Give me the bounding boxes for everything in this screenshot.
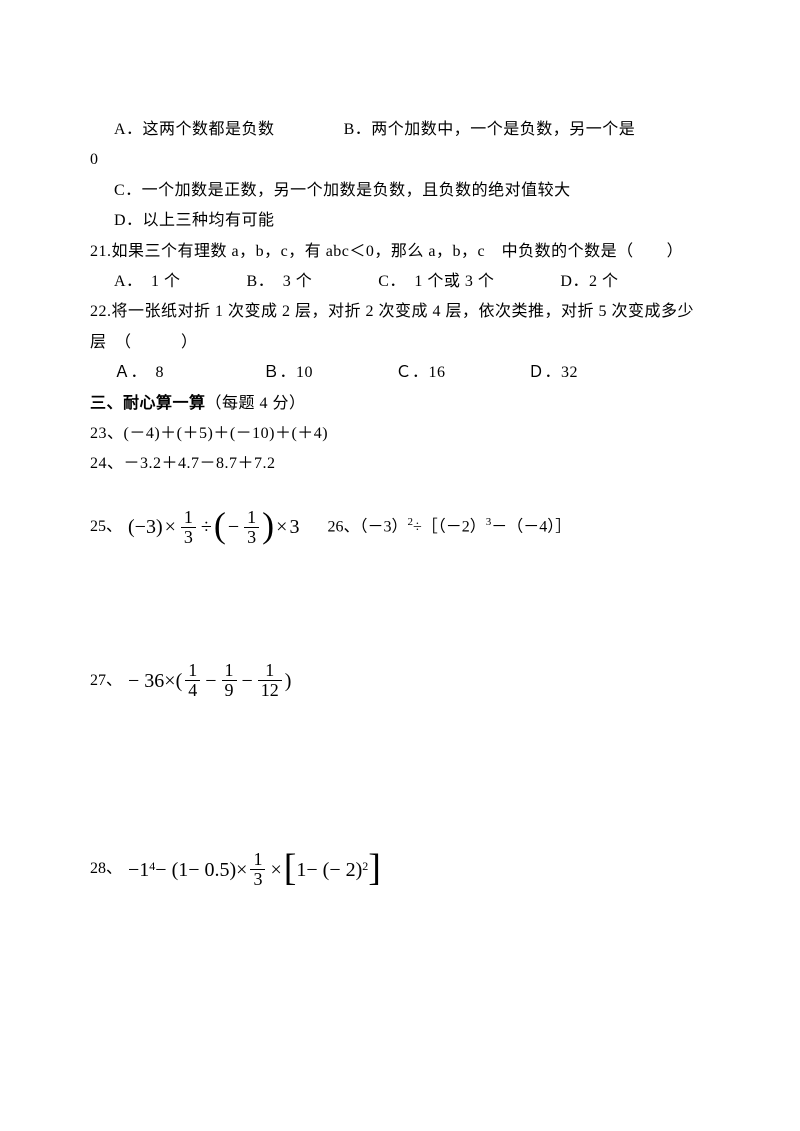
q22-text: 22.将一张纸对折 1 次变成 2 层，对折 2 次变成 4 层，依次类推，对折… [90,297,710,358]
section3-header: 三、耐心算一算（每题 4 分） [90,389,710,419]
q21-text: 21.如果三个有理数 a，b，c，有 abc＜0，那么 a，b，c 中负数的个数… [90,237,710,267]
option-b-zero: 0 [90,145,710,175]
q27-row: 27、 − 36×( 1 4 − 1 9 − 1 12 ) [90,661,710,700]
q26-a: （－3） [359,518,407,535]
q28-expr: −14 − (1− 0.5)× 1 3 × [ 1− (− 2)2 ] [128,850,381,889]
q26-mid: ÷［（－2） [413,518,486,535]
q27-num: 27、 [90,666,122,696]
option-b-text: B．两个加数中，一个是负数，另一个是 [344,121,636,138]
q27-frac1: 1 4 [185,661,200,700]
q26-num: 26、 [327,518,359,535]
q24: 24、－3.2＋4.7－8.7＋7.2 [90,449,710,479]
option-a-text: A．这两个数都是负数 [114,121,275,138]
q25-three: 3 [289,508,299,546]
q28-br-in: 1− (− 2) [296,851,362,889]
section3-note: （每题 4 分） [206,395,306,412]
q22-options: Ａ． 8 Ｂ．10 Ｃ．16 Ｄ．32 [90,358,710,388]
q28-num: 28、 [90,854,122,884]
q27-frac2: 1 9 [222,661,237,700]
times-icon: × [165,508,176,546]
q28-frac: 1 3 [250,850,265,889]
q28-row: 28、 −14 − (1− 0.5)× 1 3 × [ 1− (− 2)2 ] [90,850,710,889]
section3-title: 三、耐心算一算 [90,395,206,412]
q25-neg3: (−3) [128,508,163,546]
q28-t1: −1 [128,851,149,889]
div-icon: ÷ [201,508,212,546]
q27-frac3: 1 12 [258,661,282,700]
q21-options: A． 1 个 B． 3 个 C． 1 个或 3 个 D．2 个 [90,267,710,297]
q25-frac1: 1 3 [181,508,196,547]
q27-lead: − 36×( [128,662,182,700]
minus-icon: − [242,662,253,700]
q26: 26、（－3）2÷［（－2）3－（－4）］ [327,512,571,543]
q28-e4: 4 [149,855,155,878]
q25-row: 25、 (−3) × 1 3 ÷ ( − 1 3 ) × 3 26、（－3）2÷… [90,508,710,547]
q23: 23、(－4)＋(＋5)＋(－10)＋(＋4) [90,419,710,449]
q25-frac2: 1 3 [244,508,259,547]
q27-expr: − 36×( 1 4 − 1 9 − 1 12 ) [128,661,291,700]
option-d: D．以上三种均有可能 [90,206,710,236]
q26-end: －（－4）］ [491,518,571,535]
neg-icon: − [228,508,239,546]
option-a-b-row: A．这两个数都是负数 B．两个加数中，一个是负数，另一个是 [90,115,710,145]
minus-icon: − [205,662,216,700]
q28-t2: − (1− 0.5)× [155,851,247,889]
option-c: C．一个加数是正数，另一个加数是负数，且负数的绝对值较大 [90,176,710,206]
q25-expr: (−3) × 1 3 ÷ ( − 1 3 ) × 3 [128,508,299,547]
q27-close: ) [285,662,292,700]
q28-t3: × [270,851,281,889]
times-icon: × [276,508,287,546]
q25-num: 25、 [90,512,122,542]
